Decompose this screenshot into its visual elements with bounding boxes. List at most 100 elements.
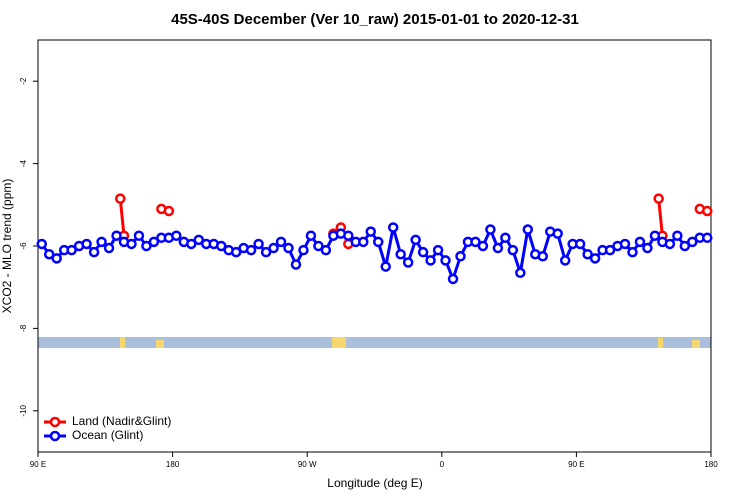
point — [402, 257, 414, 268]
point — [455, 251, 466, 262]
series — [36, 222, 713, 285]
surface-strip — [38, 337, 711, 348]
point — [687, 236, 698, 248]
point — [215, 240, 227, 252]
y-tick-label: -8 — [19, 324, 28, 332]
point — [522, 224, 534, 235]
legend-marker — [49, 430, 61, 442]
point — [43, 248, 55, 260]
point — [440, 255, 451, 266]
point — [96, 236, 107, 248]
point — [387, 222, 399, 233]
point — [186, 238, 197, 250]
x-tick-label: 90 E — [568, 460, 584, 469]
point — [298, 244, 309, 256]
point — [432, 244, 444, 256]
point — [290, 259, 302, 270]
point — [477, 240, 489, 252]
point — [619, 238, 631, 250]
point — [193, 234, 205, 246]
legend-marker — [49, 416, 61, 428]
point — [305, 230, 317, 241]
point — [358, 236, 369, 248]
point — [589, 253, 601, 264]
point — [470, 236, 481, 248]
point — [253, 238, 264, 250]
point — [81, 238, 92, 250]
point — [552, 228, 563, 239]
point — [380, 261, 391, 272]
point — [66, 244, 77, 256]
point — [537, 251, 548, 262]
point — [679, 240, 691, 252]
point — [653, 193, 664, 204]
point — [88, 246, 100, 258]
point — [410, 234, 421, 246]
point — [664, 238, 676, 250]
y-tick-label: -2 — [19, 77, 28, 85]
point — [672, 230, 683, 241]
point — [111, 230, 122, 241]
point — [275, 236, 287, 248]
point — [230, 246, 242, 258]
point — [36, 238, 47, 250]
point — [313, 240, 324, 252]
x-tick-label: 0 — [440, 460, 445, 469]
point — [51, 253, 62, 264]
point — [425, 255, 436, 266]
x-tick-label: 90 W — [298, 460, 317, 469]
point — [582, 248, 593, 260]
point — [163, 205, 175, 217]
point — [320, 244, 332, 256]
x-tick-label: 180 — [704, 460, 718, 469]
land-patch — [332, 337, 346, 348]
point — [133, 230, 145, 241]
legend-label: Ocean (Glint) — [72, 428, 143, 442]
legend-label: Land (Nadir&Glint) — [72, 414, 171, 428]
ocean-strip — [38, 337, 711, 348]
point — [148, 236, 160, 248]
point — [260, 246, 272, 258]
point — [126, 238, 137, 250]
x-tick-label: 90 E — [30, 460, 46, 469]
point — [604, 244, 616, 256]
y-tick-label: -4 — [19, 159, 28, 167]
point — [559, 255, 571, 266]
point — [283, 242, 294, 254]
point — [574, 238, 586, 250]
y-tick-label: -10 — [19, 404, 28, 416]
point — [365, 226, 377, 237]
point — [395, 248, 406, 260]
point — [492, 242, 504, 254]
point — [268, 242, 279, 254]
land-patch — [658, 338, 663, 348]
point — [103, 242, 115, 254]
point — [447, 273, 459, 285]
point — [634, 236, 646, 248]
point — [115, 193, 126, 204]
land-patch — [120, 337, 125, 348]
point — [485, 224, 496, 235]
land-patch — [692, 340, 700, 348]
point — [627, 246, 638, 258]
point — [372, 236, 384, 248]
point — [515, 267, 526, 279]
x-tick-label: 180 — [166, 460, 180, 469]
point — [500, 232, 511, 244]
point — [642, 242, 653, 254]
point — [702, 232, 713, 244]
point — [507, 244, 519, 256]
x-axis-label: Longitude (deg E) — [327, 476, 422, 490]
y-axis-label: XCO2 - MLO trend (ppm) — [0, 179, 14, 314]
point — [417, 246, 429, 258]
point — [245, 244, 257, 256]
chart-title: 45S-40S December (Ver 10_raw) 2015-01-01… — [171, 11, 579, 28]
point — [649, 230, 661, 241]
point — [141, 240, 152, 252]
point — [702, 205, 713, 217]
point — [171, 230, 182, 241]
y-tick-label: -6 — [19, 242, 28, 250]
land-patch — [156, 340, 164, 348]
